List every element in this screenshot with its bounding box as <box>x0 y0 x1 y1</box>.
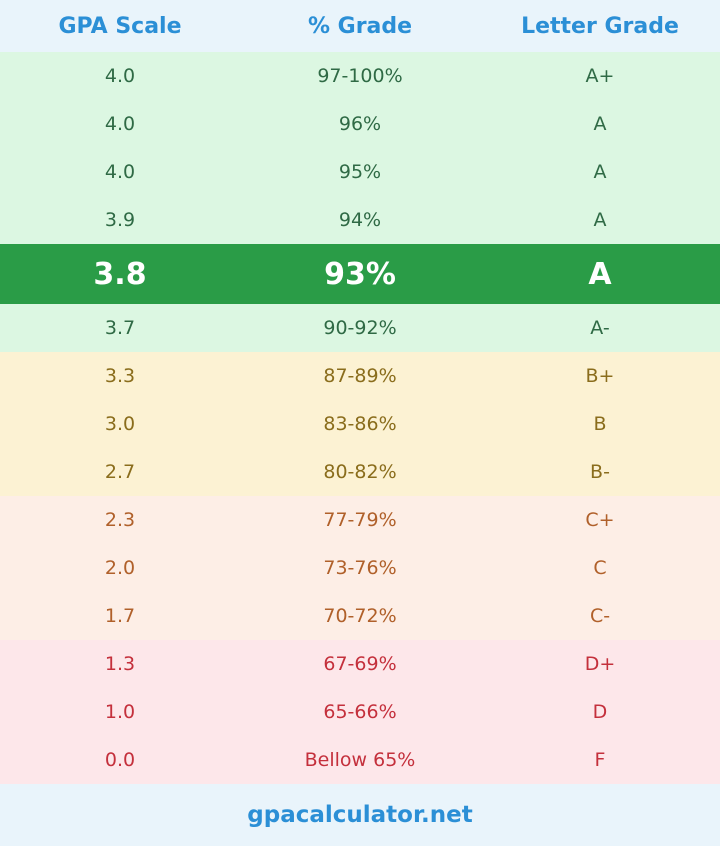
table-cell: 1.7 <box>104 605 136 627</box>
table-row: 1.0 65-66% D <box>0 688 720 736</box>
table-row: 3.0 83-86% B <box>0 400 720 448</box>
table-cell: 3.7 <box>104 317 136 339</box>
table-row: 0.0 Bellow 65% F <box>0 736 720 784</box>
table-cell: C+ <box>585 509 615 531</box>
table-cell: B <box>593 413 607 435</box>
table-cell: 73-76% <box>323 557 397 579</box>
table-row: 1.7 70-72% C- <box>0 592 720 640</box>
table-cell: 2.0 <box>104 557 136 579</box>
table-cell: B+ <box>585 365 615 387</box>
table-cell: 93% <box>324 256 396 292</box>
table-cell: 1.3 <box>104 653 136 675</box>
table-cell: 70-72% <box>323 605 397 627</box>
table-cell: A- <box>590 317 610 339</box>
header-cell: Letter Grade <box>521 13 679 39</box>
table-cell: B- <box>590 461 610 483</box>
table-cell: F <box>594 749 606 771</box>
table-cell: 65-66% <box>323 701 397 723</box>
table-cell: 94% <box>338 209 382 231</box>
table-cell: 2.3 <box>104 509 136 531</box>
table-cell: 83-86% <box>323 413 397 435</box>
table-row: 1.3 67-69% D+ <box>0 640 720 688</box>
table-body: 4.0 97-100% A+ 4.0 96% A 4.0 95% A 3.9 94% A 3.8 93% A… <box>0 52 720 784</box>
table-row: 4.0 95% A <box>0 148 720 196</box>
table-cell: C <box>593 557 607 579</box>
table-cell: A <box>593 113 607 135</box>
table-cell: 1.0 <box>104 701 136 723</box>
table-cell: 4.0 <box>104 113 136 135</box>
table-cell: A <box>588 256 612 292</box>
footer: gpacalculator.net <box>0 784 720 846</box>
table-cell: A <box>593 161 607 183</box>
table-row: 4.0 97-100% A+ <box>0 52 720 100</box>
table-cell: 3.8 <box>93 256 147 292</box>
table-cell: 97-100% <box>317 65 403 87</box>
table-cell: 67-69% <box>323 653 397 675</box>
table-cell: 96% <box>338 113 382 135</box>
table-cell: A <box>593 209 607 231</box>
table-cell: 3.9 <box>104 209 136 231</box>
table-row: 2.0 73-76% C <box>0 544 720 592</box>
table-row: 3.3 87-89% B+ <box>0 352 720 400</box>
table-row: 3.7 90-92% A- <box>0 304 720 352</box>
header-row: GPA Scale % Grade Letter Grade <box>0 0 720 52</box>
table-row: 4.0 96% A <box>0 100 720 148</box>
highlight-row: 3.8 93% A <box>0 244 720 304</box>
table-cell: 4.0 <box>104 65 136 87</box>
table-cell: 4.0 <box>104 161 136 183</box>
table-cell: 90-92% <box>323 317 397 339</box>
table-cell: C- <box>589 605 611 627</box>
table-cell: 95% <box>338 161 382 183</box>
table-cell: D+ <box>584 653 616 675</box>
table-cell: D <box>592 701 608 723</box>
table-cell: A+ <box>585 65 615 87</box>
table-row: 3.9 94% A <box>0 196 720 244</box>
table-cell: 3.0 <box>104 413 136 435</box>
header-cell: % Grade <box>307 13 413 39</box>
table-cell: 80-82% <box>323 461 397 483</box>
table-cell: 87-89% <box>323 365 397 387</box>
table-cell: 3.3 <box>104 365 136 387</box>
table-cell: 2.7 <box>104 461 136 483</box>
table-row: 2.7 80-82% B- <box>0 448 720 496</box>
table-cell: 77-79% <box>323 509 397 531</box>
header-cell: GPA Scale <box>58 13 182 39</box>
table-cell: Bellow 65% <box>304 749 416 771</box>
table-cell: 0.0 <box>104 749 136 771</box>
table-row: 2.3 77-79% C+ <box>0 496 720 544</box>
